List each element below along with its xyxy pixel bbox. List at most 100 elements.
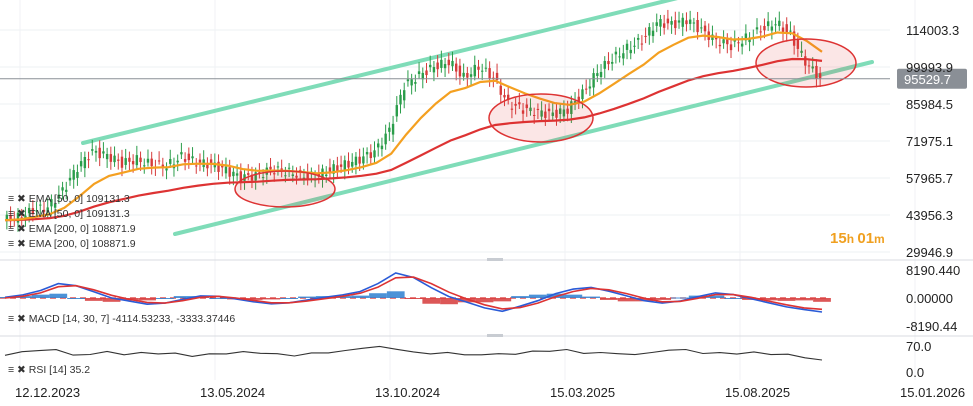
candle-body (659, 19, 662, 27)
price-tick-label: 99993.9 (906, 60, 953, 75)
candle-body (46, 207, 49, 213)
price-axis: 114003.3 99993.9 85984.5 71975.1 57965.7 4395… (906, 23, 960, 380)
candle-body (410, 79, 413, 86)
price-tick-label: 57965.7 (906, 171, 953, 186)
candle-body (287, 167, 291, 169)
candle-body (503, 95, 506, 98)
candle-body (737, 42, 740, 44)
ema-lines (4, 31, 823, 222)
panel-resize-handle (487, 334, 503, 337)
candle-body (365, 151, 369, 155)
candle-body (284, 175, 287, 177)
candle-body (354, 156, 358, 166)
candle-body (436, 62, 439, 70)
candle-body (555, 109, 558, 118)
macd-histogram-bar (298, 296, 316, 298)
candle-body (577, 96, 580, 102)
candle-body (91, 149, 94, 151)
macd-tick-label: -8190.44 (906, 319, 957, 334)
candle-body (544, 111, 547, 118)
candle-body (146, 158, 150, 163)
candle-body (176, 160, 179, 163)
candle-body (258, 172, 261, 174)
candle-body (105, 153, 109, 160)
candle-body (191, 156, 194, 159)
candle-body (506, 94, 510, 100)
candle-body (815, 65, 818, 79)
macd-histogram-bar (173, 296, 192, 298)
candle-body (492, 77, 495, 79)
candle-body (700, 27, 703, 29)
price-tick-label: 71975.1 (906, 134, 953, 149)
candle-body (273, 173, 276, 175)
candle-body (443, 64, 447, 69)
candle-body (807, 65, 811, 67)
macd-histogram-bar (351, 295, 370, 298)
macd-panel (0, 272, 831, 313)
candle-body (458, 65, 462, 77)
candle-body (143, 165, 146, 167)
macd-legend: ≡ ✖ MACD [14, 30, 7] -4114.53233, -3333.… (8, 313, 235, 325)
last-price-tag (897, 68, 967, 89)
candle-body (484, 67, 488, 69)
candle-body (481, 70, 484, 72)
candle-body (131, 161, 135, 165)
candle-body (76, 171, 79, 178)
candle-body (770, 26, 774, 31)
channel-upper-line (81, 0, 678, 145)
countdown-minutes: 01 (857, 230, 874, 247)
candle-body (440, 59, 443, 68)
macd-histogram-bar (386, 291, 405, 298)
rsi-line (4, 345, 823, 361)
candle-body (276, 166, 280, 168)
candle-body (744, 33, 748, 41)
candle-body (403, 90, 406, 101)
candle-body (685, 20, 688, 25)
macd-histogram-bar (724, 298, 743, 299)
candle-body (670, 21, 673, 25)
macd-histogram-bar (244, 298, 263, 300)
ema-legend: ≡ ✖ EMA [50, 0] 109131.3 (8, 208, 130, 220)
countdown-h-unit: h (847, 232, 858, 246)
candle-body (250, 174, 254, 181)
channel-lower-line (173, 60, 874, 236)
candle-body (247, 173, 250, 175)
candle-body (336, 165, 339, 171)
trend-channel (81, 0, 874, 236)
candle-body (488, 68, 491, 79)
candle-body (477, 66, 480, 70)
macd-histogram-bar (84, 298, 103, 301)
bar-countdown: 15h 01m (830, 230, 885, 247)
macd-histogram-bar (280, 298, 299, 299)
panel-resize-handle (487, 258, 503, 261)
candle-body (714, 37, 718, 40)
candle-body (785, 24, 788, 34)
candle-body (228, 167, 231, 177)
candle-body (39, 204, 42, 206)
candle-body (514, 103, 517, 106)
macd-tick-label: 8190.440 (906, 263, 960, 278)
candle-body (187, 153, 191, 161)
candle-body (562, 109, 566, 117)
candle-body (425, 70, 428, 76)
macd-histogram-bar (475, 298, 494, 303)
candle-body (781, 27, 785, 32)
candle-body (610, 61, 614, 64)
candle-body (432, 67, 436, 73)
macd-histogram-bar (759, 298, 778, 301)
candle-body (406, 79, 410, 82)
candle-body (261, 177, 265, 179)
candle-body (696, 19, 699, 33)
candle-body (510, 108, 514, 110)
time-axis: 12.12.2023 13.05.2024 13.10.2024 15.03.2025… (15, 385, 965, 400)
candle-body (98, 147, 101, 159)
candle-body (102, 151, 105, 154)
candle-body (417, 71, 421, 75)
candle-body (373, 150, 376, 158)
candle-body (79, 161, 83, 167)
candle-body (495, 72, 499, 80)
candle-body (328, 167, 332, 172)
candle-body (733, 39, 736, 42)
macd-histogram-bar (599, 298, 618, 300)
